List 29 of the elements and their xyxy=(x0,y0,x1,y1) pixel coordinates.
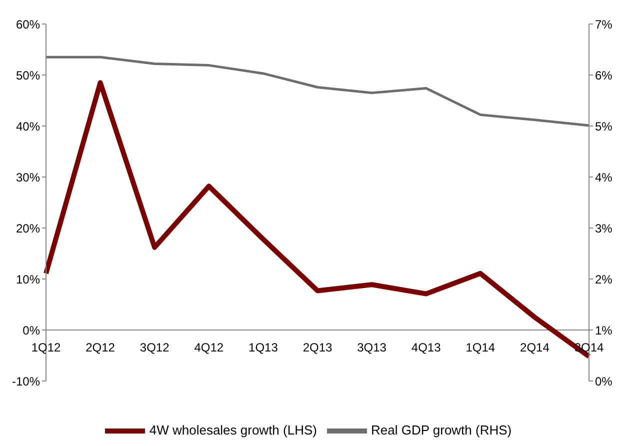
y2-tick-label: 0% xyxy=(595,374,613,388)
y-tick-label: 0% xyxy=(22,323,40,338)
legend-label: 4W wholesales growth (LHS) xyxy=(149,422,317,438)
x-tick-label: 4Q13 xyxy=(411,340,442,355)
y-tick-label: 60% xyxy=(16,17,40,32)
y-tick-label: 30% xyxy=(16,170,40,184)
x-tick-label: 2Q13 xyxy=(302,340,332,355)
y2-tick-label: 6% xyxy=(595,68,613,82)
y2-tick-label: 4% xyxy=(595,170,613,184)
x-tick-label: 2Q12 xyxy=(86,340,116,355)
y2-tick-label: 7% xyxy=(595,17,613,32)
y-tick-label: 10% xyxy=(16,272,40,286)
x-tick-label: 2Q14 xyxy=(520,340,550,355)
y-tick-label: -10% xyxy=(12,374,40,388)
y-tick-label: 20% xyxy=(16,221,40,236)
y2-tick-label: 3% xyxy=(595,221,613,236)
line-series xyxy=(44,56,590,127)
y2-tick-label: 5% xyxy=(595,119,613,134)
y2-tick-label: 1% xyxy=(595,323,613,338)
y-tick-label: 40% xyxy=(16,119,40,134)
x-tick-label: 1Q14 xyxy=(466,340,496,355)
x-tick-label: 1Q12 xyxy=(31,340,61,355)
y-tick-label: 50% xyxy=(16,68,40,82)
y2-tick-label: 2% xyxy=(595,272,613,286)
x-tick-label: 3Q13 xyxy=(357,340,387,355)
x-tick-label: 4Q12 xyxy=(194,340,224,355)
x-tick-label: 1Q13 xyxy=(248,340,278,355)
x-tick-label: 3Q12 xyxy=(140,340,170,355)
legend-label: Real GDP growth (RHS) xyxy=(370,422,512,438)
